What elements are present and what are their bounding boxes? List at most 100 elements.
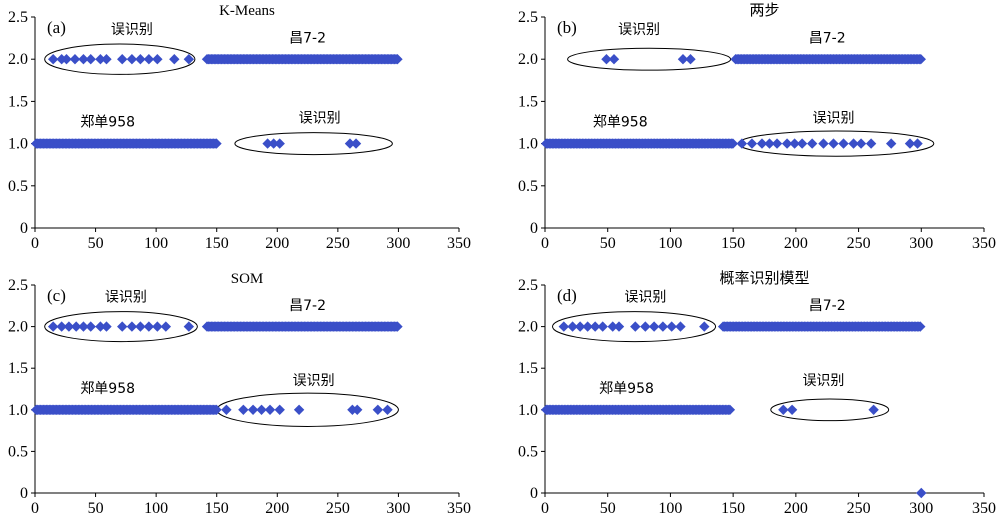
y-tick-label: 2.0 bbox=[518, 51, 538, 68]
data-point bbox=[85, 321, 96, 332]
data-point bbox=[589, 321, 601, 332]
data-point bbox=[211, 138, 222, 149]
data-point bbox=[70, 321, 82, 332]
data-point bbox=[101, 54, 112, 65]
x-tick-label: 250 bbox=[847, 235, 871, 252]
data-point bbox=[274, 138, 285, 149]
annotation-label: 误识别 bbox=[802, 373, 844, 389]
panel-d: 0 50 100 150 200 250 300 350 0 0.5 1.0 1.5 2.0 2.5 (d)… bbox=[518, 270, 996, 517]
data-point bbox=[608, 54, 620, 65]
x-tick-label: 150 bbox=[721, 235, 745, 252]
data-point bbox=[657, 321, 669, 332]
data-point bbox=[778, 404, 789, 415]
data-point bbox=[685, 54, 696, 65]
data-point bbox=[915, 54, 926, 65]
y-tick-label: 2.0 bbox=[8, 319, 28, 336]
data-point bbox=[47, 54, 59, 65]
y-tick-label: 0.5 bbox=[518, 178, 538, 195]
data-point bbox=[818, 138, 829, 149]
data-point bbox=[264, 404, 276, 415]
data-point bbox=[69, 54, 81, 65]
x-tick-label: 50 bbox=[88, 235, 104, 252]
data-point bbox=[135, 321, 146, 332]
x-tick-label: 300 bbox=[386, 235, 410, 252]
annotation-label: 误识别 bbox=[618, 22, 660, 38]
data-point bbox=[350, 138, 362, 149]
annotation-label: 误识别 bbox=[293, 373, 335, 389]
data-point bbox=[85, 54, 96, 65]
data-point bbox=[256, 404, 267, 415]
data-point bbox=[95, 321, 106, 332]
data-point bbox=[61, 54, 72, 65]
panel-title: SOM bbox=[231, 271, 264, 287]
data-point bbox=[152, 54, 163, 65]
data-point bbox=[160, 321, 172, 332]
data-point bbox=[372, 404, 384, 415]
data-point bbox=[699, 321, 710, 332]
misidentification-ellipse bbox=[552, 311, 717, 343]
data-point bbox=[392, 54, 403, 65]
data-point bbox=[848, 138, 859, 149]
annotation-label: 郑单958 bbox=[593, 115, 648, 131]
data-point bbox=[262, 138, 273, 149]
data-point bbox=[574, 321, 586, 332]
y-tick-label: 0.5 bbox=[8, 178, 28, 195]
data-point bbox=[392, 321, 403, 332]
misidentification-ellipse bbox=[770, 398, 890, 422]
data-point bbox=[78, 321, 89, 332]
y-tick-label: 0 bbox=[530, 220, 538, 237]
y-tick-label: 1.0 bbox=[8, 402, 28, 419]
data-point bbox=[727, 138, 739, 149]
data-point bbox=[746, 138, 758, 149]
x-tick-label: 300 bbox=[386, 500, 410, 517]
annotation-label: 昌7-2 bbox=[809, 30, 846, 46]
data-point bbox=[904, 138, 916, 149]
data-point bbox=[143, 54, 155, 65]
data-point bbox=[382, 404, 393, 415]
x-tick-label: 100 bbox=[658, 500, 682, 517]
misidentification-ellipse bbox=[44, 43, 196, 75]
data-point bbox=[828, 138, 839, 149]
data-point bbox=[293, 404, 305, 415]
x-tick-label: 0 bbox=[31, 500, 39, 517]
x-tick-label: 200 bbox=[265, 500, 289, 517]
annotation-label: 误识别 bbox=[111, 22, 153, 38]
data-point bbox=[95, 54, 106, 65]
y-tick-label: 1.5 bbox=[518, 93, 538, 110]
panel-title: 概率识别模型 bbox=[719, 270, 809, 287]
data-point bbox=[56, 321, 67, 332]
data-point bbox=[630, 321, 641, 332]
data-point bbox=[786, 404, 798, 415]
x-tick-label: 50 bbox=[600, 235, 616, 252]
x-tick-label: 0 bbox=[31, 235, 39, 252]
data-point bbox=[597, 321, 608, 332]
misidentification-ellipse bbox=[567, 47, 732, 71]
y-tick-label: 2.5 bbox=[8, 9, 28, 26]
data-point bbox=[247, 404, 259, 415]
data-point bbox=[169, 54, 180, 65]
data-point bbox=[558, 321, 570, 332]
panel-label: (c) bbox=[47, 286, 66, 305]
data-point bbox=[796, 138, 808, 149]
misidentification-ellipse bbox=[44, 311, 198, 343]
y-tick-label: 0.5 bbox=[518, 443, 538, 460]
panel-a: 0 50 100 150 200 250 300 350 0 0.5 1.0 1.5 2.0 2.5 (a)… bbox=[8, 3, 471, 252]
y-tick-label: 2.0 bbox=[8, 51, 28, 68]
y-tick-label: 1.5 bbox=[518, 360, 538, 377]
y-tick-label: 2.5 bbox=[8, 277, 28, 294]
annotation-label: 郑单958 bbox=[80, 115, 135, 131]
y-tick-label: 0.5 bbox=[8, 443, 28, 460]
data-point bbox=[640, 321, 651, 332]
data-point bbox=[101, 321, 112, 332]
data-point bbox=[607, 321, 618, 332]
y-tick-label: 0 bbox=[530, 485, 538, 502]
data-point bbox=[724, 404, 736, 415]
data-point bbox=[838, 138, 849, 149]
panel-title: 两步 bbox=[749, 2, 779, 19]
misidentification-ellipse bbox=[234, 132, 393, 156]
x-tick-label: 300 bbox=[909, 500, 933, 517]
x-tick-label: 0 bbox=[541, 500, 549, 517]
x-tick-label: 300 bbox=[909, 235, 933, 252]
annotation-label: 误识别 bbox=[812, 111, 854, 127]
data-point bbox=[567, 321, 578, 332]
